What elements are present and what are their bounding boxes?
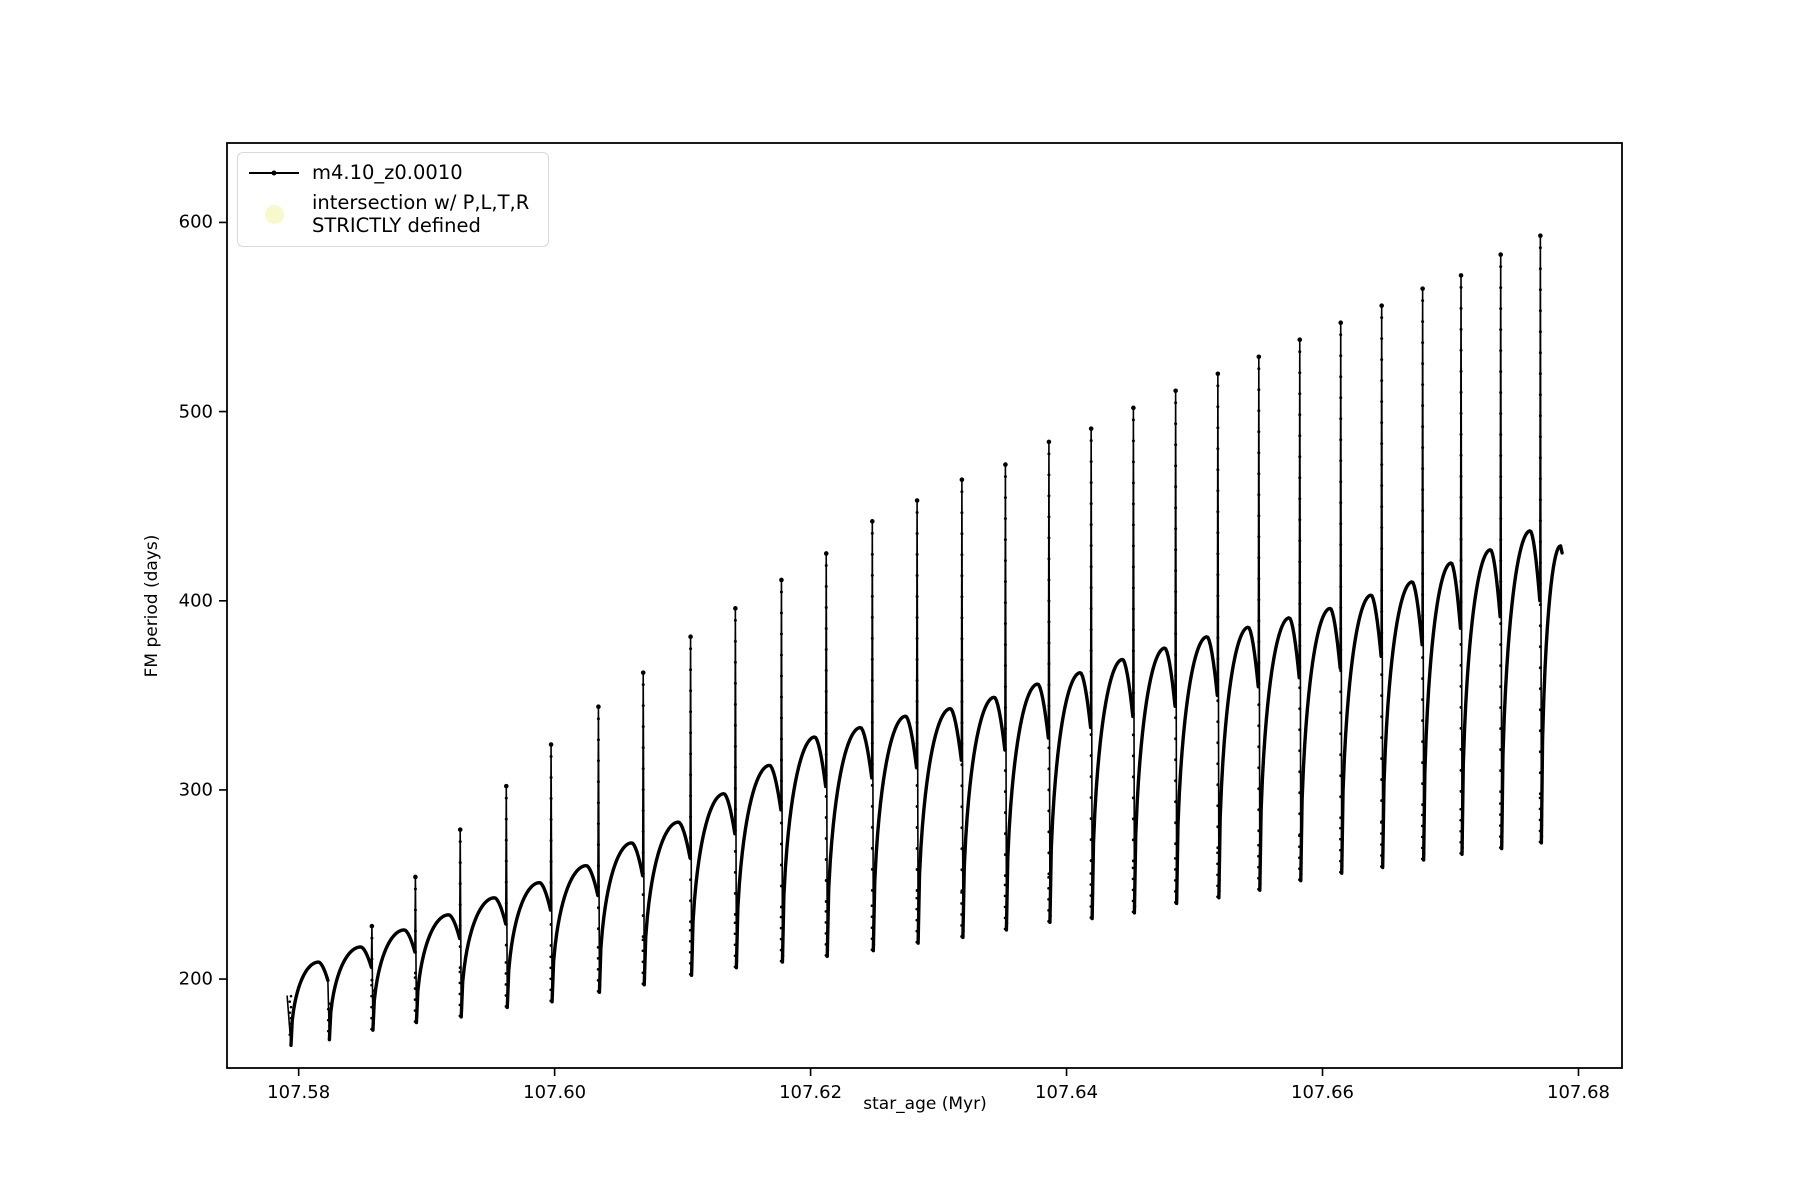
series-line-thin	[286, 234, 1563, 1047]
y-tick-label: 200	[178, 968, 213, 990]
series-line-arcs	[289, 529, 1564, 1047]
x-tick-label: 107.58	[267, 1082, 331, 1103]
x-tick-label: 107.64	[1035, 1082, 1099, 1103]
y-tick-label: 300	[178, 779, 213, 801]
legend-circle-sample	[249, 204, 299, 224]
legend-entry-intersection: intersection w/ P,L,T,R STRICTLY defined	[249, 191, 536, 237]
dot-marker-icon	[271, 170, 277, 175]
y-tick-label: 500	[178, 401, 213, 423]
line-marker-icon	[249, 170, 299, 175]
x-tick-label: 107.62	[779, 1082, 843, 1103]
legend-entry-series: m4.10_z0.0010	[249, 161, 536, 184]
legend-series-label: m4.10_z0.0010	[312, 161, 463, 184]
circle-marker-icon	[264, 204, 284, 224]
x-tick-label: 107.66	[1291, 1082, 1355, 1103]
x-tick-label: 107.68	[1546, 1082, 1610, 1103]
legend-intersection-line1: intersection w/ P,L,T,R	[312, 191, 530, 214]
legend-intersection-line2: STRICTLY defined	[312, 214, 481, 237]
y-tick-label: 600	[178, 211, 213, 233]
series-point-markers	[288, 233, 1544, 1042]
x-axis-label: star_age (Myr)	[863, 1094, 987, 1114]
axis-ticks	[219, 221, 1580, 1076]
legend: m4.10_z0.0010 intersection w/ P,L,T,R ST…	[237, 152, 549, 247]
legend-line-sample	[249, 170, 299, 175]
axes-spines	[226, 142, 1623, 1069]
y-tick-label: 400	[178, 590, 213, 612]
y-axis-label: FM period (days)	[142, 534, 162, 678]
x-tick-label: 107.60	[523, 1082, 587, 1103]
legend-intersection-label: intersection w/ P,L,T,R STRICTLY defined	[312, 191, 529, 237]
